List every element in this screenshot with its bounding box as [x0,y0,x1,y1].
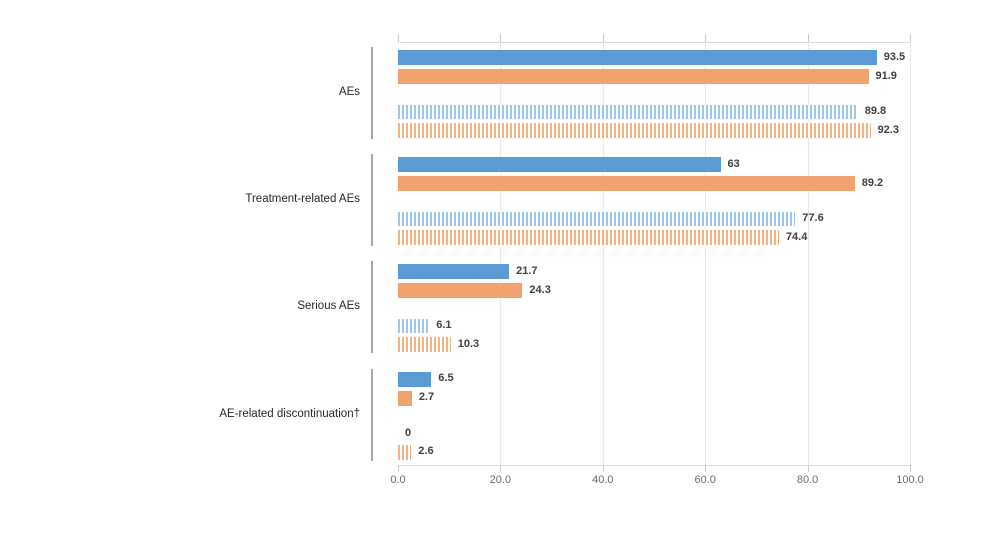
hatched-blue-bar [398,105,858,119]
x-axis-tick-bottom [602,465,604,472]
hatched-orange-bar [398,444,412,460]
bar-value-label: 10.3 [457,337,480,350]
x-axis-tick-top [910,34,911,42]
bar-value-label: 77.6 [802,212,824,225]
hatched-orange-bar [398,123,871,138]
x-axis-tick-label: 40.0 [592,474,614,486]
solid-orange-bar [398,283,523,299]
category-axis-segment [371,47,373,139]
bar-value-label: 24.3 [529,283,551,296]
x-axis-tick-label: 60.0 [694,474,716,486]
bar-value-label: 89.2 [861,176,884,189]
x-axis-tick-bottom [398,465,399,472]
x-gridline [602,42,604,465]
x-gridline [910,42,911,465]
solid-blue-bar [398,264,510,280]
category-label: Serious AEs [297,300,360,313]
x-axis-tick-bottom [500,465,502,472]
bar-value-label: 63 [727,157,740,170]
solid-blue-bar [398,157,721,173]
solid-orange-bar [398,69,869,84]
hatched-orange-bar [398,337,451,353]
category-label: Treatment-related AEs [245,193,360,206]
category-axis-segment [371,368,373,461]
x-axis-tick-top [807,34,809,42]
category-axis-segment [371,154,373,247]
x-axis-tick-top [500,34,502,42]
hatched-blue-bar [398,319,430,334]
solid-blue-bar [398,371,432,387]
bar-value-label: 93.5 [883,50,906,63]
bar-value-label: 89.8 [864,105,887,117]
bar-value-label: 6.1 [436,319,452,332]
x-axis-tick-top [398,34,399,42]
hatched-orange-bar [398,230,779,246]
category-label: AE-related discontinuation† [219,407,360,420]
solid-blue-bar [398,50,877,65]
x-axis-tick-label: 80.0 [796,474,819,486]
plot-top-border [398,42,911,43]
x-axis-tick-bottom [807,465,809,472]
solid-orange-bar [398,176,855,192]
bar-value-label: 21.7 [516,264,538,277]
x-axis-tick-label: 0.0 [390,474,406,486]
x-gridline [500,42,502,465]
hatched-blue-bar [398,212,796,227]
bar-value-label: 2.6 [418,445,434,458]
x-axis-tick-bottom [705,465,707,472]
x-axis-tick-top [602,34,604,42]
x-gridline [705,42,707,465]
x-gridline [807,42,809,465]
x-axis-tick-bottom [910,465,911,472]
bar-value-label: 74.4 [785,230,808,243]
bar-value-label: 6.5 [438,372,454,385]
bar-value-label: 91.9 [875,69,897,82]
category-axis-segment [371,261,373,354]
plot-bottom-border [398,465,911,466]
x-axis-tick-label: 20.0 [489,474,512,486]
x-axis-tick-top [705,34,707,42]
bar-value-label: 92.3 [877,123,899,136]
bar-value-label: 2.7 [418,391,435,404]
solid-orange-bar [398,390,412,406]
category-label: AEs [338,86,360,98]
bar-value-label: 0 [405,426,412,439]
x-axis-tick-label: 100.0 [896,474,924,486]
